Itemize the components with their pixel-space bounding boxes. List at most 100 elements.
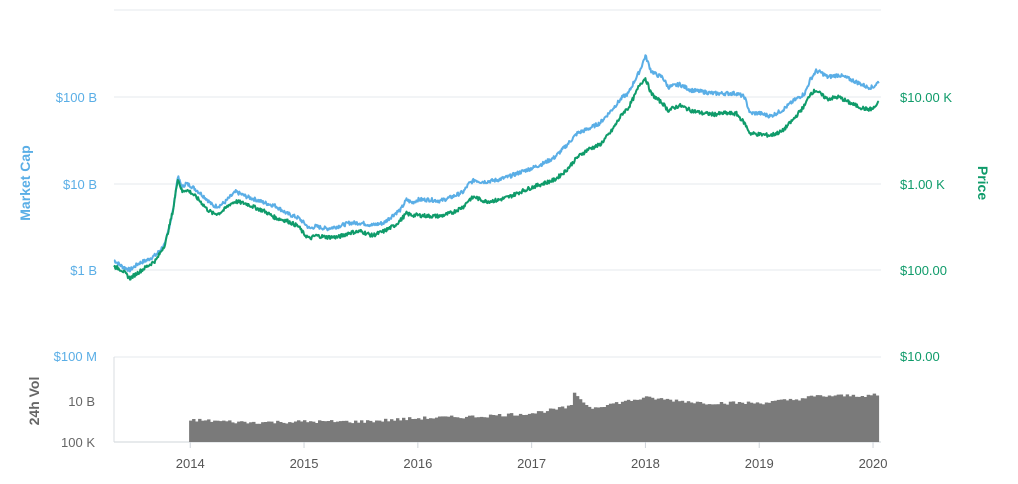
volume-bar bbox=[569, 405, 574, 442]
volume-bar bbox=[821, 396, 826, 442]
volume-bar bbox=[572, 392, 577, 442]
x-tick-label: 2014 bbox=[176, 456, 205, 471]
volume-bar bbox=[491, 415, 496, 442]
volume-bar bbox=[785, 400, 790, 442]
volume-bar bbox=[626, 399, 631, 442]
volume-axis-title: 24h Vol bbox=[26, 377, 42, 426]
volume-bar bbox=[354, 420, 358, 442]
volume-bar bbox=[719, 402, 724, 442]
volume-bar bbox=[737, 402, 742, 442]
volume-bar bbox=[198, 418, 202, 442]
volume-bar bbox=[815, 395, 820, 442]
volume-bar bbox=[656, 398, 661, 442]
volume-left-tick-label: $100 M bbox=[54, 349, 97, 364]
volume-bar bbox=[689, 402, 694, 442]
volume-bar bbox=[264, 422, 268, 442]
x-tick-label: 2015 bbox=[290, 456, 319, 471]
volume-left-tick-label: 100 K bbox=[61, 435, 95, 450]
right-tick-label: $1.00 K bbox=[900, 177, 945, 192]
main-panel: $100 B $10 B $1 B $10.00 K $1.00 K $100.… bbox=[17, 9, 991, 281]
volume-bar bbox=[869, 395, 874, 442]
volume-bar bbox=[677, 401, 682, 442]
volume-bar bbox=[438, 416, 442, 442]
volume-bar bbox=[453, 417, 457, 442]
volume-bar bbox=[360, 420, 364, 442]
volume-bar bbox=[581, 402, 586, 442]
volume-bar bbox=[593, 407, 598, 442]
volume-bar bbox=[333, 422, 337, 442]
volume-bar bbox=[674, 399, 679, 442]
volume-bar bbox=[462, 418, 466, 442]
volume-bar bbox=[366, 420, 370, 442]
volume-bar bbox=[294, 421, 298, 442]
volume-bar bbox=[560, 406, 565, 442]
volume-bar bbox=[476, 417, 481, 442]
volume-bar bbox=[216, 420, 220, 442]
volume-bar bbox=[803, 398, 808, 442]
volume-bar bbox=[444, 416, 448, 442]
volume-bar bbox=[497, 414, 502, 442]
volume-bar bbox=[243, 421, 247, 442]
volume-bar bbox=[629, 401, 634, 442]
volume-bar bbox=[665, 398, 670, 442]
volume-bar bbox=[872, 393, 877, 442]
volume-bar bbox=[539, 411, 544, 442]
volume-bar bbox=[345, 420, 349, 442]
volume-bar bbox=[300, 421, 304, 442]
volume-bar bbox=[417, 418, 421, 442]
volume-bar bbox=[662, 399, 667, 442]
volume-bar bbox=[399, 420, 403, 442]
volume-bar bbox=[557, 407, 562, 442]
volume-bar bbox=[195, 421, 199, 442]
volume-bar bbox=[228, 420, 232, 442]
volume-bar bbox=[420, 419, 424, 442]
volume-bar bbox=[312, 421, 316, 442]
volume-bar bbox=[261, 422, 265, 442]
volume-bar bbox=[318, 420, 322, 442]
volume-bar bbox=[812, 396, 817, 442]
x-tick-label: 2017 bbox=[517, 456, 546, 471]
main-grid bbox=[114, 9, 881, 271]
volume-bar bbox=[788, 398, 793, 442]
volume-bar bbox=[405, 420, 409, 442]
volume-bar bbox=[734, 403, 739, 442]
volume-bar bbox=[509, 413, 514, 442]
volume-bar bbox=[671, 401, 676, 442]
volume-bar bbox=[285, 423, 289, 442]
volume-bar bbox=[806, 396, 811, 442]
volume-bar bbox=[542, 412, 547, 442]
volume-bar bbox=[668, 399, 673, 442]
volume-bar bbox=[692, 403, 697, 442]
volume-bar bbox=[459, 418, 463, 442]
volume-bar bbox=[192, 419, 196, 442]
volume-bar bbox=[866, 394, 871, 442]
volume-bar bbox=[351, 423, 355, 442]
volume-bar bbox=[473, 417, 478, 442]
volume-bar bbox=[842, 396, 847, 442]
volume-bar bbox=[608, 403, 613, 442]
volume-bar bbox=[563, 408, 568, 442]
volume-bar bbox=[779, 399, 784, 442]
volume-bar bbox=[426, 418, 430, 442]
volume-bar bbox=[611, 403, 616, 442]
volume-bar bbox=[566, 405, 571, 442]
volume-bar bbox=[348, 422, 352, 442]
volume-bar bbox=[342, 420, 346, 442]
left-tick-label: $100 B bbox=[56, 90, 97, 105]
volume-bar bbox=[728, 401, 733, 442]
volume-bar bbox=[590, 408, 595, 442]
volume-bar bbox=[797, 400, 802, 442]
volume-bar bbox=[321, 421, 325, 442]
volume-bar bbox=[288, 422, 292, 442]
volume-bar bbox=[213, 420, 217, 442]
volume-bar bbox=[471, 415, 475, 442]
x-tick-label: 2016 bbox=[403, 456, 432, 471]
volume-bar bbox=[450, 415, 454, 442]
volume-bar bbox=[683, 402, 688, 442]
volume-bar bbox=[518, 413, 523, 442]
volume-left-tick-label: 10 B bbox=[68, 394, 95, 409]
volume-bar bbox=[222, 420, 226, 442]
volume-bar bbox=[839, 394, 844, 442]
volume-bar bbox=[303, 420, 307, 442]
volume-bar bbox=[761, 404, 766, 442]
